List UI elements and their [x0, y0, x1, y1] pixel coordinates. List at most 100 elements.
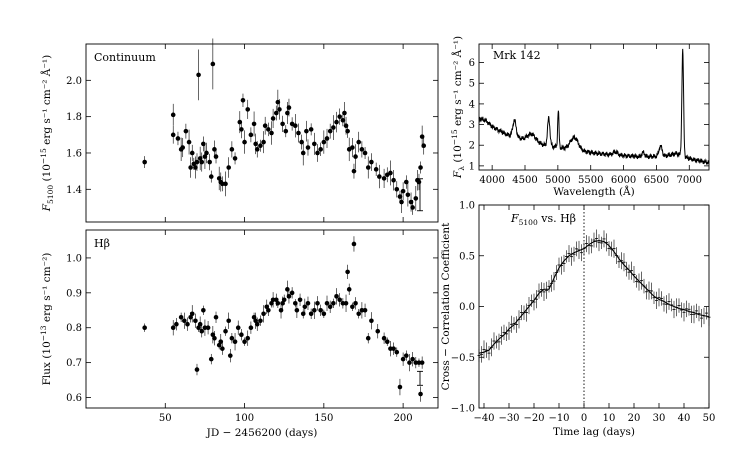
spectrum-xtick-label: 4500	[512, 175, 537, 186]
continuum-data-point	[248, 132, 254, 138]
hbeta-data-point	[302, 304, 308, 310]
hbeta-data-point	[199, 328, 205, 334]
hbeta-data-point	[242, 339, 247, 344]
continuum-data-point	[421, 143, 427, 149]
continuum-data-point	[350, 145, 355, 150]
ccf-xtick-label: 0	[581, 413, 587, 424]
continuum-data-point	[240, 98, 246, 103]
hbeta-data-point	[197, 321, 203, 327]
continuum-data-point	[305, 145, 311, 150]
continuum-data-point	[327, 128, 333, 134]
continuum-ylabel-tail: ⁻¹ cm⁻² Å⁻¹)	[39, 55, 53, 118]
spectrum-frame	[478, 43, 710, 171]
continuum-data-point	[369, 159, 374, 165]
continuum-data-point	[223, 181, 228, 187]
ccf-ytick-label: −0.5	[451, 353, 475, 364]
hbeta-axes: 50 100 150 200 0.6 0.7 0.8 0.9 1.0	[66, 229, 439, 424]
hbeta-data-point	[248, 325, 254, 331]
continuum-ytick-label: 2.0	[66, 76, 82, 87]
hbeta-data-point	[285, 287, 290, 292]
ccf-panel-label-rest: vs. Hβ	[538, 212, 576, 225]
continuum-data-point	[334, 119, 339, 125]
spectrum-ylabel-exp: −15	[450, 129, 459, 145]
hbeta-data-point	[350, 304, 355, 310]
continuum-ylabel-exp: −15	[39, 148, 48, 164]
spectrum-ylabel-sub: λ	[457, 166, 466, 171]
spectrum-ytick-label: 6	[469, 58, 475, 69]
continuum-data-point	[397, 194, 403, 199]
ccf-curve	[478, 239, 710, 354]
hbeta-data-point	[281, 297, 287, 303]
continuum-data-point	[170, 112, 176, 118]
continuum-data-point	[286, 105, 292, 110]
hbeta-data-point	[266, 307, 271, 313]
hbeta-data-point	[210, 332, 216, 338]
continuum-data-point	[399, 199, 404, 205]
spectrum-ylabel-text: Fλ (10−15 erg s⁻¹ cm⁻² Å⁻¹)	[450, 36, 466, 179]
hbeta-data-point	[232, 339, 238, 344]
spectrum-xtick-label: 5000	[545, 175, 570, 186]
hbeta-data-point	[388, 346, 393, 351]
hbeta-data-point	[178, 314, 184, 320]
continuum-data-point	[340, 117, 346, 123]
ccf-ytick-label: −1.0	[451, 404, 475, 415]
continuum-data-point	[270, 116, 276, 121]
continuum-data-point	[418, 165, 423, 170]
hbeta-data-point	[223, 328, 228, 334]
continuum-data-point	[308, 127, 314, 132]
hbeta-data-point	[369, 318, 374, 324]
continuum-data-point	[220, 181, 225, 187]
continuum-data-point	[175, 136, 181, 141]
hbeta-xtick-label: 50	[159, 413, 172, 424]
hbeta-data-point	[142, 325, 147, 331]
hbeta-xtick-label: 200	[394, 413, 413, 424]
continuum-data-point	[226, 165, 232, 170]
continuum-points	[142, 38, 427, 215]
hbeta-data-point	[419, 360, 425, 365]
hbeta-data-point	[278, 307, 284, 313]
hbeta-data-point	[289, 290, 295, 296]
hbeta-data-point	[294, 307, 300, 313]
hbeta-data-point	[273, 297, 279, 303]
hbeta-panel-label: Hβ	[94, 237, 110, 250]
continuum-ylabel-rest: (10	[41, 164, 53, 185]
continuum-data-point	[142, 159, 147, 165]
hbeta-data-point	[245, 335, 251, 341]
continuum-data-point	[188, 165, 193, 170]
hbeta-data-point	[324, 300, 330, 306]
continuum-data-point	[193, 165, 198, 170]
continuum-data-point	[331, 125, 336, 130]
continuum-data-point	[419, 134, 425, 139]
continuum-data-point	[318, 147, 323, 152]
continuum-data-point	[408, 199, 414, 205]
hbeta-data-point	[212, 335, 217, 341]
spectrum-ylabel-rest: (10	[452, 145, 464, 166]
continuum-ylabel-units: erg s	[41, 118, 53, 148]
hbeta-data-point	[182, 318, 187, 324]
continuum-data-point	[216, 176, 222, 181]
continuum-data-point	[394, 187, 400, 192]
continuum-data-point	[403, 179, 409, 185]
continuum-data-point	[202, 154, 208, 159]
ccf-xtick-label: 50	[703, 413, 716, 424]
continuum-data-point	[351, 168, 357, 174]
hbeta-data-point	[362, 307, 368, 313]
hbeta-data-point	[201, 307, 206, 313]
ccf-xtick-label: −20	[523, 413, 544, 424]
continuum-axes: 1.4 1.6 1.8 2.0	[66, 43, 439, 223]
continuum-data-point	[180, 145, 186, 150]
continuum-data-point	[186, 139, 192, 145]
hbeta-ytick-label: 1.0	[66, 253, 82, 264]
continuum-data-point	[356, 139, 362, 145]
continuum-data-point	[277, 107, 282, 112]
hbeta-ylabel-text: Flux (10−13 erg s⁻¹ cm⁻²)	[39, 253, 53, 386]
continuum-data-point	[405, 192, 411, 198]
continuum-data-point	[239, 127, 244, 132]
continuum-data-point	[388, 170, 393, 176]
hbeta-data-point	[308, 311, 314, 317]
hbeta-data-point	[292, 300, 298, 306]
continuum-data-point	[353, 154, 358, 159]
continuum-data-point	[324, 136, 330, 141]
continuum-data-point	[189, 150, 195, 156]
hbeta-data-point	[400, 356, 406, 362]
